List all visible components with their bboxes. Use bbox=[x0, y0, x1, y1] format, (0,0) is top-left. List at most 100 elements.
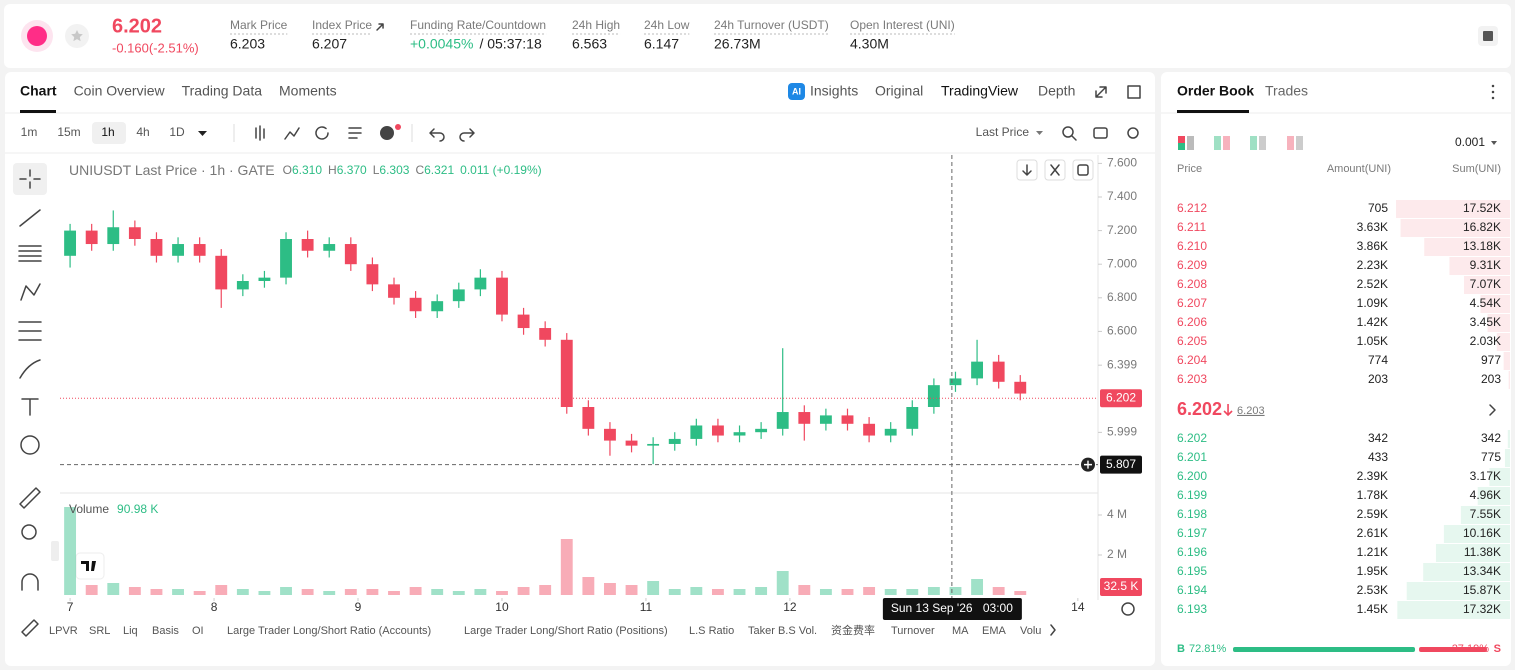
row-amount: 774 bbox=[1368, 353, 1388, 367]
window-icon[interactable] bbox=[1127, 85, 1141, 99]
interval[interactable]: 4h bbox=[136, 125, 149, 139]
line-tool[interactable] bbox=[19, 209, 41, 227]
indicator-tab[interactable]: L.S Ratio bbox=[689, 625, 734, 637]
chart-tab[interactable]: Trading Data bbox=[182, 83, 263, 99]
add-icon[interactable] bbox=[380, 126, 394, 140]
camera-icon[interactable] bbox=[1093, 127, 1108, 139]
view-tab[interactable]: Original bbox=[875, 83, 923, 99]
orderbook-header: Sum(UNI) bbox=[1452, 163, 1501, 175]
expand-icon[interactable] bbox=[1095, 86, 1107, 98]
volume-bar bbox=[431, 589, 444, 595]
more-indicators[interactable] bbox=[1050, 624, 1056, 636]
row-price: 6.212 bbox=[1177, 201, 1207, 215]
row-sum: 3.45K bbox=[1470, 315, 1501, 329]
settings-icon[interactable] bbox=[1121, 602, 1135, 616]
row-sum: 9.31K bbox=[1470, 258, 1501, 272]
prediction-tool[interactable] bbox=[18, 321, 42, 341]
fib-tool[interactable] bbox=[18, 245, 42, 262]
indicator-tab[interactable]: Turnover bbox=[891, 625, 935, 637]
indicator-tab[interactable]: Taker B.S Vol. bbox=[748, 625, 817, 637]
interval[interactable]: 15m bbox=[57, 125, 80, 139]
layout-icon[interactable] bbox=[1178, 136, 1185, 143]
chart-tab[interactable]: Coin Overview bbox=[74, 83, 166, 99]
buy-ratio: 72.81% bbox=[1189, 643, 1227, 655]
candle-body bbox=[539, 328, 552, 340]
row-sum: 4.96K bbox=[1470, 488, 1501, 502]
crosshair-date: Sun 13 Sep '26 bbox=[891, 601, 973, 615]
pencil-icon[interactable] bbox=[21, 619, 39, 637]
legend-value: 6.310 bbox=[292, 163, 322, 177]
orderbook-tab[interactable]: Order Book bbox=[1177, 83, 1254, 99]
pattern-tool[interactable] bbox=[20, 283, 41, 301]
candle-body bbox=[647, 443, 660, 446]
measure-tool[interactable] bbox=[19, 487, 41, 509]
volume-legend: Volume 90.98 K bbox=[69, 502, 158, 516]
volume-bar bbox=[971, 579, 984, 595]
notify-dot bbox=[395, 124, 401, 130]
zoom-tool[interactable] bbox=[21, 524, 37, 540]
layout-icon[interactable] bbox=[1250, 136, 1257, 150]
stat-label: 24h Low bbox=[644, 18, 690, 32]
settings-icon[interactable] bbox=[1127, 127, 1139, 139]
template-icon[interactable] bbox=[348, 127, 362, 139]
price-source[interactable]: Last Price bbox=[976, 125, 1030, 139]
layout-icon[interactable] bbox=[1214, 136, 1221, 150]
undo-icon[interactable] bbox=[429, 128, 445, 142]
candle-body bbox=[128, 227, 141, 239]
redo-icon[interactable] bbox=[459, 128, 475, 142]
view-tab[interactable]: TradingView bbox=[941, 83, 1019, 99]
interval[interactable]: 1m bbox=[21, 125, 38, 139]
row-price: 6.195 bbox=[1177, 564, 1207, 578]
row-sum: 2.03K bbox=[1470, 334, 1501, 348]
indicator-tab[interactable]: Basis bbox=[152, 625, 179, 637]
indicator-tab[interactable]: Liq bbox=[123, 625, 138, 637]
row-price: 6.209 bbox=[1177, 258, 1207, 272]
volume-bar bbox=[1014, 591, 1027, 595]
indicator-icon[interactable] bbox=[284, 127, 300, 140]
search-icon[interactable] bbox=[1062, 126, 1074, 138]
indicator-tab[interactable]: 资金费率 bbox=[831, 623, 875, 637]
volume-bar bbox=[496, 591, 508, 595]
replay-icon[interactable] bbox=[315, 126, 329, 140]
maximize-button[interactable] bbox=[1072, 159, 1094, 181]
magnet-tool[interactable] bbox=[21, 573, 39, 591]
row-amount: 3.63K bbox=[1357, 220, 1388, 234]
stat-label: 24h High bbox=[572, 18, 620, 32]
chevron[interactable] bbox=[1489, 404, 1496, 416]
candle-body bbox=[841, 415, 854, 424]
candle-body bbox=[668, 438, 681, 444]
indicator-tab[interactable]: MA bbox=[952, 625, 969, 637]
interval[interactable]: 1D bbox=[169, 125, 185, 139]
volume-bar bbox=[711, 589, 724, 595]
stat-value: 6.563 bbox=[572, 36, 607, 52]
active-tab-underline bbox=[20, 110, 56, 113]
volume-bar bbox=[128, 587, 141, 595]
text-tool[interactable] bbox=[21, 398, 39, 416]
crosshair-tool[interactable] bbox=[19, 169, 41, 189]
ai-icon-text: AI bbox=[792, 86, 801, 96]
indicator-tab[interactable]: Large Trader Long/Short Ratio (Positions… bbox=[464, 625, 668, 637]
layout-icon[interactable] bbox=[1287, 136, 1294, 150]
depth-bar bbox=[1424, 238, 1510, 256]
candle-type-icon[interactable] bbox=[255, 125, 265, 141]
indicator-tab[interactable]: Large Trader Long/Short Ratio (Accounts) bbox=[227, 625, 431, 637]
orderbook-tab[interactable]: Trades bbox=[1265, 83, 1308, 99]
tick-size[interactable]: 0.001 bbox=[1455, 135, 1485, 149]
indicator-tab[interactable]: LPVR bbox=[49, 625, 78, 637]
collapse-handle[interactable] bbox=[51, 541, 59, 561]
volume-bar bbox=[798, 585, 811, 595]
indicator-tab[interactable]: EMA bbox=[982, 625, 1007, 637]
emoji-tool[interactable] bbox=[20, 435, 40, 455]
x-tick-label: 10 bbox=[495, 600, 509, 614]
interval[interactable]: 1h bbox=[101, 125, 114, 139]
indicator-tab[interactable]: OI bbox=[192, 625, 204, 637]
view-tab[interactable]: Depth bbox=[1038, 83, 1075, 99]
view-tab[interactable]: Insights bbox=[810, 83, 858, 99]
y-tick-label: 7.400 bbox=[1107, 189, 1137, 203]
brush-tool[interactable] bbox=[19, 359, 41, 379]
indicator-tab[interactable]: Volu bbox=[1020, 625, 1041, 637]
indicator-tab[interactable]: SRL bbox=[89, 625, 110, 637]
volume-tick-label: 4 M bbox=[1107, 507, 1127, 521]
chart-tab[interactable]: Moments bbox=[279, 83, 337, 99]
chart-tab[interactable]: Chart bbox=[20, 83, 57, 99]
